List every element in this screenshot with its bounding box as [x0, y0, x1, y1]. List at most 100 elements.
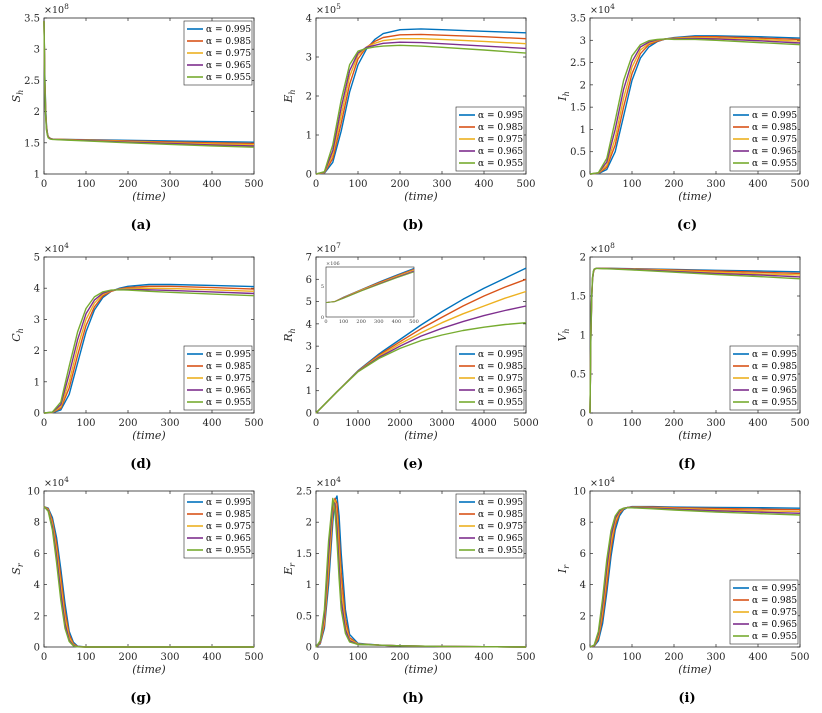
inset-x-tick-label: 300	[374, 319, 384, 325]
y-axis-label-sub: r	[562, 564, 571, 569]
x-tick-label: 200	[664, 418, 683, 429]
y-tick-label: 3.5	[570, 14, 586, 25]
y-tick-label: 0	[580, 409, 586, 420]
chart-panel-d: 0 100 200 300 400 500 0 1 2 3 4 5 ×104 (time) Ch (d) α =…	[10, 241, 264, 472]
legend-label: α = 0.955	[206, 398, 251, 408]
legend-label: α = 0.965	[478, 147, 523, 157]
y-tick-label: 2	[580, 253, 586, 264]
y-axis-label: Sr	[10, 562, 25, 575]
y-tick-label: 1.5	[570, 103, 586, 114]
plot-area	[43, 490, 255, 648]
x-tick-label: 100	[76, 418, 95, 429]
legend-label: α = 0.965	[206, 386, 251, 396]
y-axis-label-sub: h	[562, 328, 571, 333]
y-tick-label: 0.5	[570, 147, 586, 158]
x-tick-label: 200	[118, 179, 137, 190]
exponent-power: 4	[610, 475, 615, 484]
x-tick-label: 400	[474, 652, 493, 663]
legend-label: α = 0.985	[478, 362, 523, 372]
series-line	[315, 38, 527, 175]
inset-x-tick-label: 200	[356, 319, 366, 325]
inset-x-tick-label: 0	[324, 319, 327, 325]
x-tick-label: 100	[348, 652, 367, 663]
x-tick-label: 100	[76, 179, 95, 190]
legend-label: α = 0.995	[478, 111, 523, 121]
x-tick-label: 3000	[429, 418, 454, 429]
x-tick-label: 400	[748, 179, 767, 190]
exponent-power: 4	[64, 475, 69, 484]
x-tick-label: 500	[790, 418, 809, 429]
y-axis-label-sub: h	[16, 90, 25, 95]
legend-label: α = 0.955	[478, 398, 523, 408]
panel-label: (g)	[130, 691, 151, 706]
y-tick-label: 4	[34, 580, 40, 591]
x-tick-label: 400	[748, 652, 767, 663]
y-tick-label: 0	[34, 643, 40, 654]
x-tick-label: 500	[516, 652, 535, 663]
y-tick-label: 4	[306, 319, 312, 330]
legend-label: α = 0.965	[478, 534, 523, 544]
y-axis-label-sub: h	[288, 89, 297, 94]
legend-label: α = 0.995	[206, 498, 251, 508]
series-line	[315, 497, 527, 648]
y-tick-label: 1.5	[296, 549, 312, 560]
y-axis-label: Ch	[10, 328, 25, 342]
x-tick-label: 300	[160, 418, 179, 429]
y-axis-label-sub: r	[288, 562, 297, 567]
y-tick-label: 3	[34, 45, 40, 56]
y-tick-label: 3	[580, 36, 586, 47]
y-axis-label: Ir	[556, 564, 571, 574]
inset-x-tick-label: 500	[409, 319, 419, 325]
x-tick-label: 0	[41, 652, 47, 663]
y-tick-label: 6	[306, 275, 312, 286]
y-axis-label: Sh	[10, 90, 25, 103]
chart-panel-h: 0 100 200 300 400 500 0 0.5 1 1.5 2 2.5 ×104 (time) Er…	[282, 475, 536, 706]
series-line	[43, 283, 255, 414]
x-tick-label: 0	[313, 652, 319, 663]
y-tick-label: 2.5	[296, 487, 312, 498]
inset-x-tick-label: 400	[392, 319, 402, 325]
x-tick-label: 0	[587, 652, 593, 663]
axis-exponent: ×104	[44, 241, 69, 255]
y-tick-label: 2	[306, 92, 312, 103]
x-tick-label: 0	[41, 418, 47, 429]
panel-label: (i)	[678, 691, 695, 706]
y-tick-label: 0.5	[296, 611, 312, 622]
x-tick-label: 400	[202, 179, 221, 190]
x-tick-label: 400	[748, 418, 767, 429]
x-tick-label: 500	[790, 179, 809, 190]
x-axis-label: (time)	[404, 663, 437, 676]
legend-label: α = 0.995	[206, 350, 251, 360]
legend-label: α = 0.995	[752, 350, 797, 360]
x-tick-label: 300	[160, 652, 179, 663]
legend-label: α = 0.975	[478, 135, 523, 145]
legend-label: α = 0.995	[478, 498, 523, 508]
panel-label: (b)	[402, 218, 423, 233]
y-tick-label: 3.5	[24, 14, 40, 25]
y-axis-label: Eh	[282, 89, 297, 103]
chart-panel-f: 0 100 200 300 400 500 0 0.5 1 1.5 2 ×108 (time) Vh (f)…	[556, 241, 810, 472]
x-tick-label: 200	[118, 652, 137, 663]
legend-label: α = 0.995	[752, 111, 797, 121]
y-axis-label-sub: h	[562, 91, 571, 96]
exponent-power: 4	[64, 241, 69, 250]
chart-panel-g: 0 100 200 300 400 500 0 2 4 6 8 10 ×104 (time) Sr (g) α …	[10, 475, 264, 706]
series-line	[43, 21, 255, 148]
x-tick-label: 200	[664, 652, 683, 663]
x-axis-label: (time)	[678, 663, 711, 676]
y-tick-label: 0	[580, 643, 586, 654]
y-axis-label-sub: h	[288, 328, 297, 333]
y-tick-label: 2	[306, 364, 312, 375]
y-tick-label: 1	[34, 170, 40, 181]
legend-label: α = 0.985	[478, 510, 523, 520]
series-line	[589, 507, 801, 648]
legend-label: α = 0.995	[752, 584, 797, 594]
y-axis-label: Vh	[556, 328, 571, 341]
chart-panel-b: 0 100 200 300 400 500 0 1 2 3 4 ×105 (time) Eh (b) α = …	[282, 2, 536, 233]
y-tick-label: 2	[580, 80, 586, 91]
x-tick-label: 300	[706, 652, 725, 663]
y-tick-label: 3	[34, 315, 40, 326]
x-tick-label: 0	[587, 179, 593, 190]
series-line	[43, 289, 255, 414]
x-tick-label: 200	[390, 652, 409, 663]
